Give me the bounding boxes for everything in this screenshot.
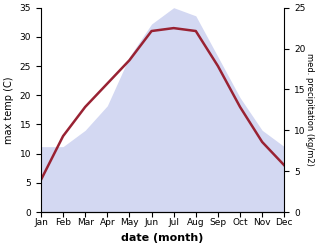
Y-axis label: med. precipitation (kg/m2): med. precipitation (kg/m2) — [305, 53, 314, 166]
X-axis label: date (month): date (month) — [121, 233, 204, 243]
Y-axis label: max temp (C): max temp (C) — [4, 76, 14, 144]
